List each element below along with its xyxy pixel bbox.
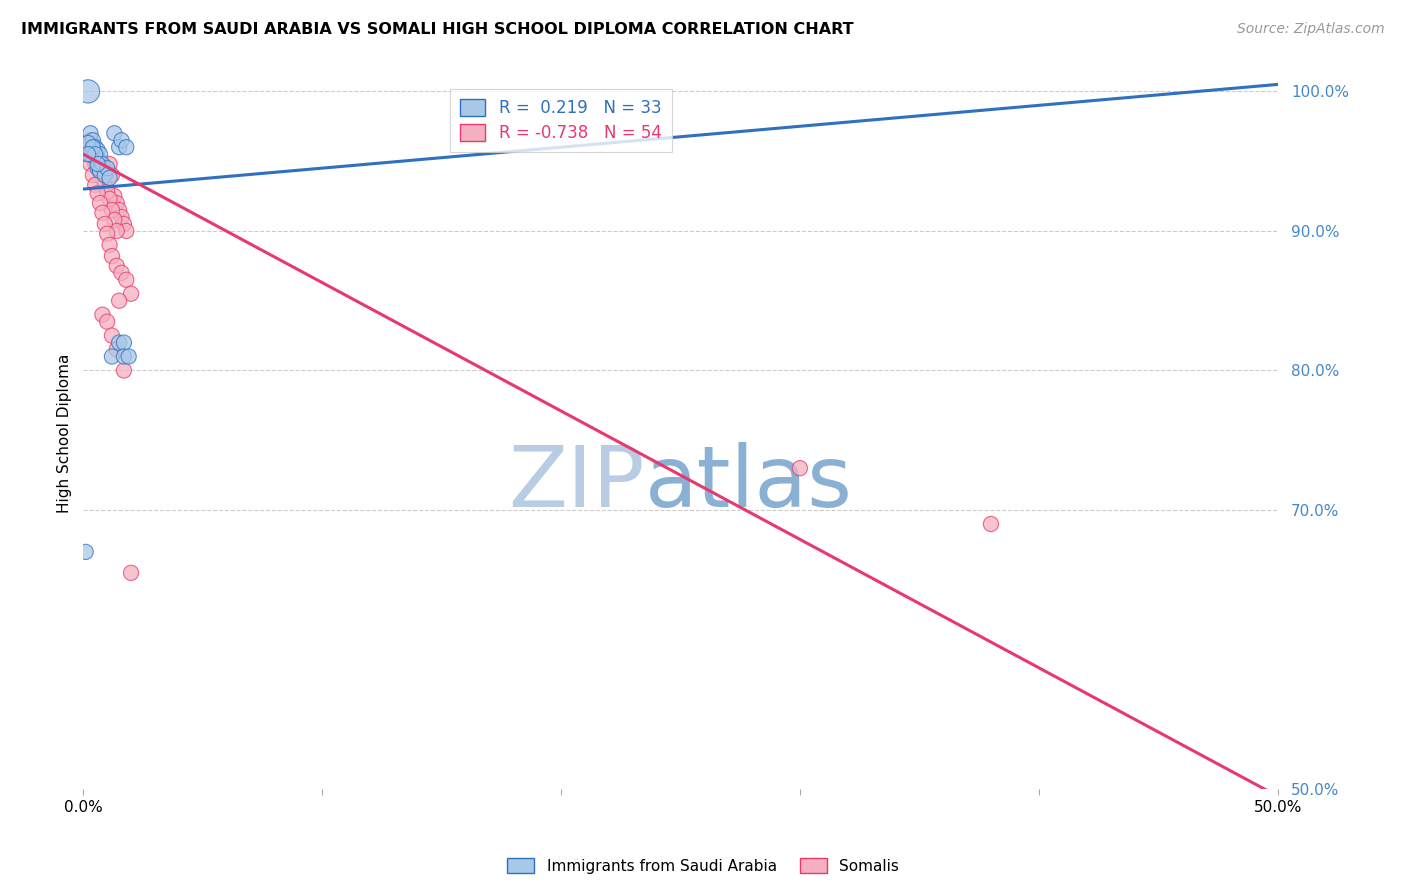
Text: IMMIGRANTS FROM SAUDI ARABIA VS SOMALI HIGH SCHOOL DIPLOMA CORRELATION CHART: IMMIGRANTS FROM SAUDI ARABIA VS SOMALI H… [21,22,853,37]
Text: atlas: atlas [644,442,852,524]
Point [84,140,107,154]
Point [82,143,104,157]
Point [77,136,100,150]
Point [89,196,111,211]
Point [91,170,114,185]
Point [86,161,108,176]
Point [98,192,121,206]
Point [91,170,114,185]
Point [101,168,124,182]
Point [105,259,128,273]
Point [105,196,128,211]
Point [79,157,101,171]
Point [789,461,811,475]
Point [108,140,131,154]
Point [82,133,104,147]
Point [115,273,138,287]
Point [82,168,104,182]
Text: Source: ZipAtlas.com: Source: ZipAtlas.com [1237,22,1385,37]
Point [96,227,118,241]
Point [82,140,104,154]
Point [77,84,100,98]
Point [94,179,117,194]
Point [89,154,111,169]
Point [108,335,131,350]
Point [96,315,118,329]
Point [82,150,104,164]
Point [77,140,100,154]
Point [101,202,124,217]
Point [84,178,107,192]
Point [112,335,135,350]
Legend: R =  0.219   N = 33, R = -0.738   N = 54: R = 0.219 N = 33, R = -0.738 N = 54 [450,89,672,153]
Point [91,308,114,322]
Point [84,145,107,160]
Point [98,157,121,171]
Point [110,266,132,280]
Point [980,516,1002,531]
Point [98,238,121,252]
Point [86,152,108,166]
Point [108,202,131,217]
Point [110,133,132,147]
Point [94,217,117,231]
Point [115,224,138,238]
Point [103,212,125,227]
Point [77,140,100,154]
Point [101,328,124,343]
Point [79,147,101,161]
Point [79,147,101,161]
Point [89,165,111,179]
Point [79,126,101,140]
Point [112,363,135,377]
Point [96,185,118,199]
Point [84,150,107,164]
Y-axis label: High School Diploma: High School Diploma [58,353,72,513]
Point [91,157,114,171]
Point [84,147,107,161]
Point [89,161,111,176]
Point [112,350,135,364]
Point [101,249,124,263]
Point [86,143,108,157]
Point [86,161,108,176]
Point [105,224,128,238]
Point [118,350,141,364]
Point [120,566,142,580]
Point [79,143,101,157]
Point [110,210,132,224]
Point [115,140,138,154]
Point [94,168,117,182]
Point [86,154,108,169]
Point [112,217,135,231]
Point [86,157,108,171]
Point [96,161,118,176]
Point [91,206,114,220]
Point [89,147,111,161]
Point [96,165,118,179]
Point [103,126,125,140]
Point [103,189,125,203]
Point [77,147,100,161]
Point [75,545,97,559]
Point [108,293,131,308]
Point [101,350,124,364]
Point [84,157,107,171]
Point [120,286,142,301]
Text: ZIP: ZIP [508,442,644,524]
Point [98,170,121,185]
Point [79,133,101,147]
Point [105,343,128,357]
Point [89,164,111,178]
Point [86,186,108,201]
Point [75,147,97,161]
Point [94,168,117,182]
Point [82,140,104,154]
Legend: Immigrants from Saudi Arabia, Somalis: Immigrants from Saudi Arabia, Somalis [501,852,905,880]
